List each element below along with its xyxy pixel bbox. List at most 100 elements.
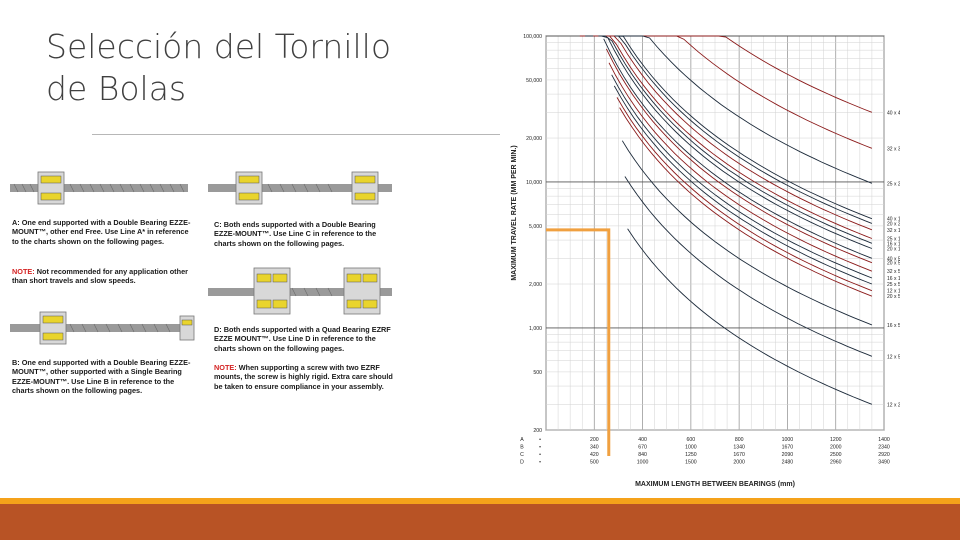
x-tick-label: 1670 xyxy=(733,452,745,458)
x-tick-label: 1200 xyxy=(830,437,842,443)
series-label: 32 x 10 (21,880) xyxy=(887,228,900,234)
series-line xyxy=(603,38,873,259)
series-label: 16 x 10 (43,750) xyxy=(887,276,900,282)
x-row-line-label: D xyxy=(520,460,524,466)
x-tick-label: 2500 xyxy=(830,452,842,458)
series-line xyxy=(598,35,873,244)
series-label: 12 x 5 (29,170) xyxy=(887,354,900,360)
x-tick-label: 670 xyxy=(638,445,647,451)
x-tick-label: 800 xyxy=(735,437,744,443)
y-tick-label: 20,000 xyxy=(526,136,542,142)
title-line-1: Selección del Tornillo xyxy=(46,27,392,66)
caption-a-note: NOTE: Not recommended for any applicatio… xyxy=(12,267,197,286)
x-tick-label: 2960 xyxy=(830,460,842,466)
x-row-line-label: C xyxy=(520,452,524,458)
series-line xyxy=(600,35,873,249)
x-tick-label: 840 xyxy=(638,452,647,458)
x-tick-label: 2000 xyxy=(733,460,745,466)
series-line xyxy=(619,107,873,297)
caption-d-text: D: Both ends supported with a Quad Beari… xyxy=(214,325,391,353)
series-label: 20 x 5 (17,500) xyxy=(887,294,900,300)
y-tick-label: 10,000 xyxy=(526,180,542,186)
caption-c-text: C: Both ends supported with a Double Bea… xyxy=(214,220,377,248)
series-label: 20 x 20 (70,900) xyxy=(887,221,900,227)
caption-d-note-text: When supporting a screw with two EZRF mo… xyxy=(214,363,393,391)
x-tick-label: 340 xyxy=(590,445,599,451)
series-line xyxy=(627,228,873,405)
y-tick-label: 1,000 xyxy=(529,326,542,332)
title-divider xyxy=(92,134,500,135)
series-line xyxy=(608,62,873,272)
y-tick-label: 2,000 xyxy=(529,282,542,288)
series-label: 40 x 10 (17,500) xyxy=(887,217,900,223)
x-tick-label: 400 xyxy=(638,437,647,443)
y-tick-label: 100,000 xyxy=(523,34,542,40)
caption-d: D: Both ends supported with a Quad Beari… xyxy=(214,325,398,353)
series-line xyxy=(595,35,873,239)
caption-a-note-label: NOTE: xyxy=(12,267,35,276)
x-tick-label: 500 xyxy=(590,460,599,466)
series-label: 40 x 5 (8,750) xyxy=(887,256,900,262)
caption-c: C: Both ends supported with a Double Bea… xyxy=(214,220,398,248)
series-label: 25 x 10 (23,600) xyxy=(887,237,900,243)
caption-a-text: A: One end supported with a Double Beari… xyxy=(12,218,191,246)
x-row-line-label: B xyxy=(520,445,524,451)
x-tick-label: 2090 xyxy=(782,452,794,458)
slide-title: Selección del Tornillo de Bolas xyxy=(46,26,466,110)
x-tick-label: 1000 xyxy=(782,437,794,443)
travel-rate-chart-svg: 100,000 50,000 20,000 10,000 5,000 2,000 1,000… xyxy=(511,34,900,488)
x-tick-label: 1000 xyxy=(685,445,697,451)
series-line xyxy=(616,97,873,292)
footer-bar xyxy=(0,504,960,540)
x-tick-label: 1340 xyxy=(733,445,745,451)
y-tick-label: 200 xyxy=(533,428,542,434)
series-label: 16 x 5 (21,875) xyxy=(887,323,900,329)
series-label: 32 x 32 (70,900) xyxy=(887,146,900,152)
mount-diagram-d xyxy=(208,267,392,315)
x-tick-label: 200 xyxy=(590,437,599,443)
travel-rate-chart: 100,000 50,000 20,000 10,000 5,000 2,000 1,000… xyxy=(500,28,900,498)
mount-diagram-c xyxy=(208,171,392,205)
series-label: 25 x 25 (70,600) xyxy=(887,181,900,187)
footer-accent-band xyxy=(0,498,960,504)
mount-diagram-b xyxy=(10,311,195,345)
series-line xyxy=(613,85,873,285)
series-label: 20 x 5 (10,750) xyxy=(887,261,900,267)
x-axis-label: MAXIMUM LENGTH BETWEEN BEARINGS (mm) xyxy=(635,481,795,488)
mounting-configurations-panel: A: One end supported with a Double Beari… xyxy=(8,168,398,418)
x-tick-label: 1250 xyxy=(685,452,697,458)
series-line xyxy=(621,140,873,326)
x-tick-label: 2920 xyxy=(878,452,890,458)
mount-diagram-a xyxy=(10,171,188,205)
x-tick-label: 2480 xyxy=(782,460,794,466)
series-line xyxy=(611,74,873,279)
x-tick-label: 2340 xyxy=(878,445,890,451)
y-tick-label: 500 xyxy=(533,370,542,376)
series-line xyxy=(590,35,873,224)
x-row-marker: • xyxy=(539,460,541,466)
highlight-guide-line xyxy=(546,228,611,456)
series-label: 25 x 5 (14,900) xyxy=(887,282,900,288)
x-tick-label: 600 xyxy=(687,437,696,443)
x-row-line-label: A xyxy=(520,437,524,443)
y-tick-label: 5,000 xyxy=(529,224,542,230)
series-line xyxy=(605,48,873,264)
y-tick-label: 50,000 xyxy=(526,78,542,84)
x-tick-label: 1000 xyxy=(637,460,649,466)
series-label: 40 x 40 (70,400) xyxy=(887,110,900,116)
caption-a-note-text: Not recommended for any application othe… xyxy=(12,267,188,286)
series-label: 16 x 16 (70,400) xyxy=(887,241,900,247)
title-line-2: de Bolas xyxy=(46,69,187,108)
series-label: 20 x 10 (35,400) xyxy=(887,247,900,253)
series-line xyxy=(624,176,873,357)
x-tick-label: 1400 xyxy=(878,437,890,443)
y-axis-label: MAXIMUM TRAVEL RATE (MM PER MIN.) xyxy=(511,145,518,280)
caption-a: A: One end supported with a Double Beari… xyxy=(12,218,197,246)
caption-b-text: B: One end supported with a Double Beari… xyxy=(12,358,191,396)
x-tick-label: 420 xyxy=(590,452,599,458)
series-line xyxy=(585,35,873,184)
x-tick-label: 3490 xyxy=(878,460,890,466)
x-row-marker: • xyxy=(539,452,541,458)
caption-b: B: One end supported with a Double Beari… xyxy=(12,358,197,396)
series-line xyxy=(593,35,873,231)
